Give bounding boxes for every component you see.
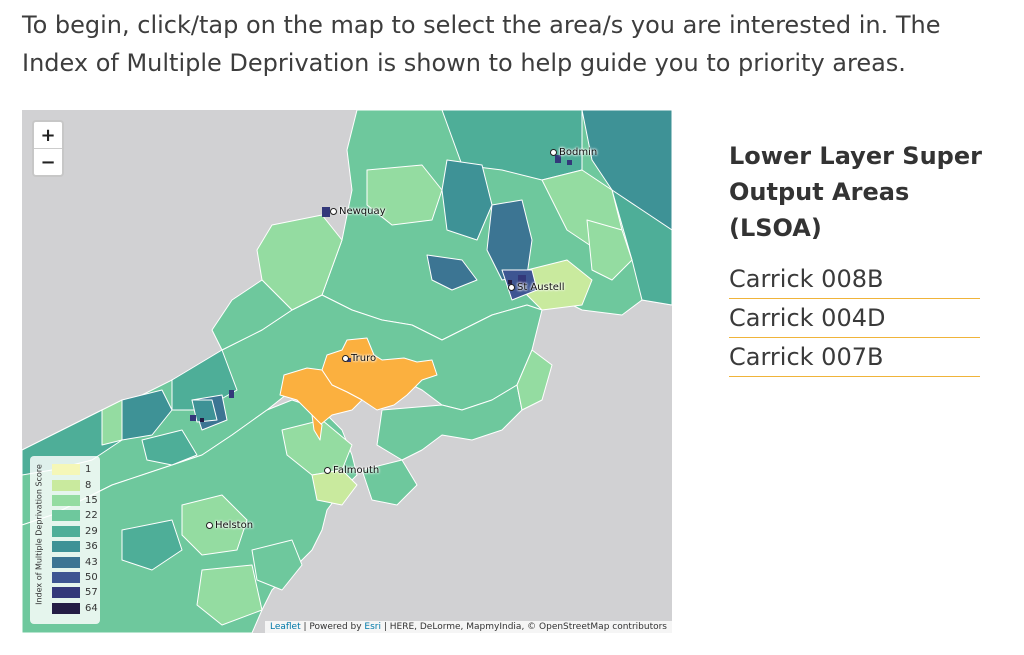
selected-lsoa-item[interactable]: Carrick 008B [729,260,980,299]
legend-label: 57 [85,587,98,599]
legend-label: 36 [85,541,98,553]
legend-swatch [52,556,80,568]
legend-swatch [52,541,80,553]
legend-label: 64 [85,602,98,614]
intro-line-2: Index of Multiple Deprivation is shown t… [22,49,906,77]
selected-lsoa-item[interactable]: Carrick 004D [729,299,980,338]
town-marker-icon [508,284,515,291]
town-marker-icon [550,149,557,156]
panel-title: Lower Layer Super Output Areas (LSOA) [729,138,989,246]
legend-item: 43 [52,554,98,569]
town-marker-icon [330,208,337,215]
legend-label: 22 [85,510,98,522]
lsoa-region [361,459,418,506]
zoom-control[interactable]: + − [32,120,64,177]
lsoa-region [256,214,343,311]
lsoa-region [196,564,263,626]
leaflet-link[interactable]: Leaflet [269,622,301,632]
town-label-truro: Truro [342,353,376,364]
legend-item: 64 [52,601,98,616]
legend-item: 1 [52,462,98,477]
legend-item: 50 [52,570,98,585]
lsoa-region [311,469,358,506]
legend-title: Index of Multiple Deprivation Score [34,464,44,605]
town-marker-icon [324,467,331,474]
town-label-helston: Helston [206,520,253,531]
legend-item: 57 [52,585,98,600]
legend-swatch [52,494,80,506]
town-label-newquay: Newquay [330,206,386,217]
town-label-falmouth: Falmouth [324,465,379,476]
lsoa-region [141,429,198,466]
lsoa-region [251,539,303,591]
lsoa-panel: Lower Layer Super Output Areas (LSOA) Ca… [729,138,989,377]
legend-swatch [52,464,80,476]
lsoa-region [181,494,248,556]
zoom-out-button[interactable]: − [34,148,62,175]
town-label-bodmin: Bodmin [550,147,597,158]
legend-item: 22 [52,508,98,523]
map-attribution: Leaflet | Powered by Esri | HERE, DeLorm… [264,621,672,633]
legend-label: 15 [85,494,98,506]
legend-item: 29 [52,524,98,539]
attribution-powered: | Powered by [300,622,365,632]
town-marker-icon [342,355,349,362]
legend-swatch [52,587,80,599]
lsoa-region [611,189,672,306]
attribution-sources: | HERE, DeLorme, MapmyIndia, © OpenStree… [381,622,667,632]
legend-item: 36 [52,539,98,554]
lsoa-regions[interactable] [22,110,672,633]
esri-link[interactable]: Esri [364,622,381,632]
lsoa-region [366,164,443,226]
legend-label: 8 [85,479,92,491]
panel-title-line-1: Lower Layer Super [729,142,982,170]
lsoa-region [586,219,633,281]
panel-title-line-2: Output Areas (LSOA) [729,178,910,242]
legend-items: 1 8 15 22 29 36 43 50 57 64 [52,462,98,616]
lsoa-region [211,279,293,351]
town-marker-icon [206,522,213,529]
lsoa-region [516,349,553,411]
intro-line-1: To begin, click/tap on the map to select… [22,11,941,39]
imd-legend: Index of Multiple Deprivation Score 1 8 15… [30,456,100,624]
legend-item: 15 [52,493,98,508]
selected-lsoa-item[interactable]: Carrick 007B [729,338,980,377]
zoom-in-button[interactable]: + [40,124,56,146]
legend-swatch [52,602,80,614]
town-label-st-austell: St Austell [508,282,564,293]
selected-lsoa-list: Carrick 008B Carrick 004D Carrick 007B [729,260,980,377]
lsoa-region [101,399,123,446]
legend-label: 29 [85,525,98,537]
lsoa-region [121,519,183,571]
selected-lsoa-carrick-004d [279,367,363,426]
lsoa-region [191,399,218,423]
lsoa-region [526,259,593,311]
legend-label: 1 [85,464,92,476]
legend-item: 8 [52,477,98,492]
legend-label: 50 [85,571,98,583]
lsoa-map[interactable]: + − Bodmin Newquay St Austell Truro Falm… [22,110,672,633]
legend-swatch [52,510,80,522]
legend-swatch [52,525,80,537]
legend-swatch [52,571,80,583]
lsoa-region [426,254,478,291]
intro-text: To begin, click/tap on the map to select… [22,6,1002,82]
selected-lsoa-carrick-007b [311,414,323,441]
legend-swatch [52,479,80,491]
legend-label: 43 [85,556,98,568]
